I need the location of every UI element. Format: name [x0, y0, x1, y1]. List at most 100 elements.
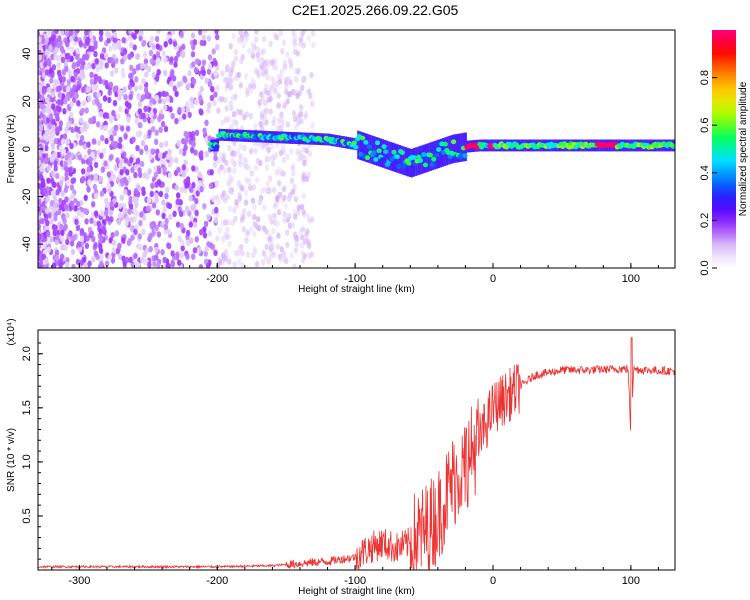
spectrogram-marks: [38, 30, 675, 268]
noise-blob: [132, 216, 137, 223]
noise-blob: [203, 220, 209, 227]
noise-blob: [189, 215, 194, 222]
noise-blob: [272, 116, 277, 123]
noise-blob: [134, 30, 140, 34]
noise-blob: [66, 151, 71, 158]
noise-blob: [237, 158, 243, 165]
noise-blob: [59, 30, 65, 36]
noise-blob: [248, 112, 253, 119]
noise-blob: [286, 212, 291, 220]
ridge-mark: [381, 144, 387, 150]
noise-blob: [68, 166, 73, 174]
noise-blob: [38, 30, 41, 37]
noise-blob: [143, 144, 149, 152]
noise-blob: [161, 158, 167, 165]
noise-blob: [69, 240, 75, 247]
noise-blob: [38, 237, 41, 245]
noise-blob: [152, 54, 157, 61]
noise-blob: [84, 30, 89, 36]
noise-blob: [213, 249, 218, 256]
noise-blob: [135, 53, 141, 60]
noise-blob: [176, 192, 181, 199]
noise-blob: [154, 75, 160, 82]
noise-blob: [202, 127, 207, 134]
noise-blob: [185, 229, 191, 237]
noise-blob: [181, 171, 186, 178]
noise-blob: [199, 39, 204, 47]
noise-blob: [53, 151, 58, 158]
noise-blob: [108, 45, 113, 52]
noise-blob: [47, 30, 52, 35]
noise-blob: [70, 193, 76, 200]
noise-blob: [262, 99, 268, 107]
ridge-mark: [401, 163, 407, 169]
noise-blob: [268, 95, 273, 103]
noise-blob: [113, 44, 118, 51]
noise-blob: [294, 76, 299, 83]
noise-blob: [132, 44, 137, 51]
colorbar-tick-label: 0.8: [699, 70, 711, 85]
noise-blob: [137, 100, 143, 108]
noise-blob: [138, 219, 143, 227]
noise-blob: [292, 41, 298, 48]
noise-blob: [219, 96, 225, 103]
noise-blob: [111, 110, 116, 117]
noise-blob: [291, 110, 297, 117]
noise-blob: [180, 245, 185, 252]
noise-blob: [38, 262, 42, 268]
ridge-mark: [214, 144, 220, 150]
noise-blob: [59, 45, 64, 52]
noise-blob: [261, 119, 266, 126]
noise-blob: [175, 221, 181, 228]
noise-blob: [79, 199, 84, 207]
noise-blob: [287, 195, 292, 202]
noise-blob: [58, 145, 63, 152]
noise-blob: [223, 255, 228, 262]
noise-blob: [118, 105, 123, 113]
noise-blob: [177, 106, 182, 114]
noise-blob: [306, 34, 312, 42]
noise-blob: [84, 38, 90, 46]
ridge-halo: [423, 144, 426, 174]
noise-blob: [289, 177, 295, 184]
noise-blob: [231, 32, 236, 40]
noise-blob: [70, 46, 75, 53]
noise-blob: [170, 259, 175, 266]
noise-blob: [270, 143, 275, 151]
ridge-mark: [442, 141, 448, 147]
ridge-halo: [388, 141, 391, 170]
noise-blob: [253, 36, 259, 43]
noise-blob: [39, 61, 44, 69]
noise-blob: [245, 229, 250, 237]
noise-blob: [278, 256, 284, 263]
noise-blob: [120, 67, 126, 75]
noise-blob: [223, 194, 228, 201]
noise-blob: [44, 69, 50, 76]
noise-blob: [96, 220, 102, 227]
noise-blob: [165, 186, 170, 194]
ridge-mark: [436, 147, 442, 152]
noise-blob: [179, 31, 184, 39]
noise-blob: [215, 43, 220, 51]
noise-blob: [169, 80, 174, 88]
noise-blob: [216, 199, 221, 206]
noise-blob: [93, 210, 99, 217]
noise-blob: [223, 116, 229, 124]
noise-blob: [252, 213, 257, 221]
noise-blob: [128, 196, 133, 203]
noise-blob: [155, 209, 160, 216]
noise-blob: [194, 129, 200, 136]
noise-blob: [269, 59, 274, 66]
noise-blob: [103, 160, 108, 167]
noise-blob: [144, 71, 149, 78]
noise-blob: [84, 218, 89, 225]
noise-blob: [310, 122, 315, 129]
noise-blob: [80, 69, 85, 76]
noise-blob: [49, 113, 54, 120]
y-tick-label: 1.5: [21, 400, 33, 415]
noise-blob: [58, 197, 63, 205]
noise-blob: [153, 171, 159, 178]
noise-blob: [264, 187, 269, 194]
noise-blob: [99, 234, 104, 242]
noise-blob: [125, 169, 130, 176]
